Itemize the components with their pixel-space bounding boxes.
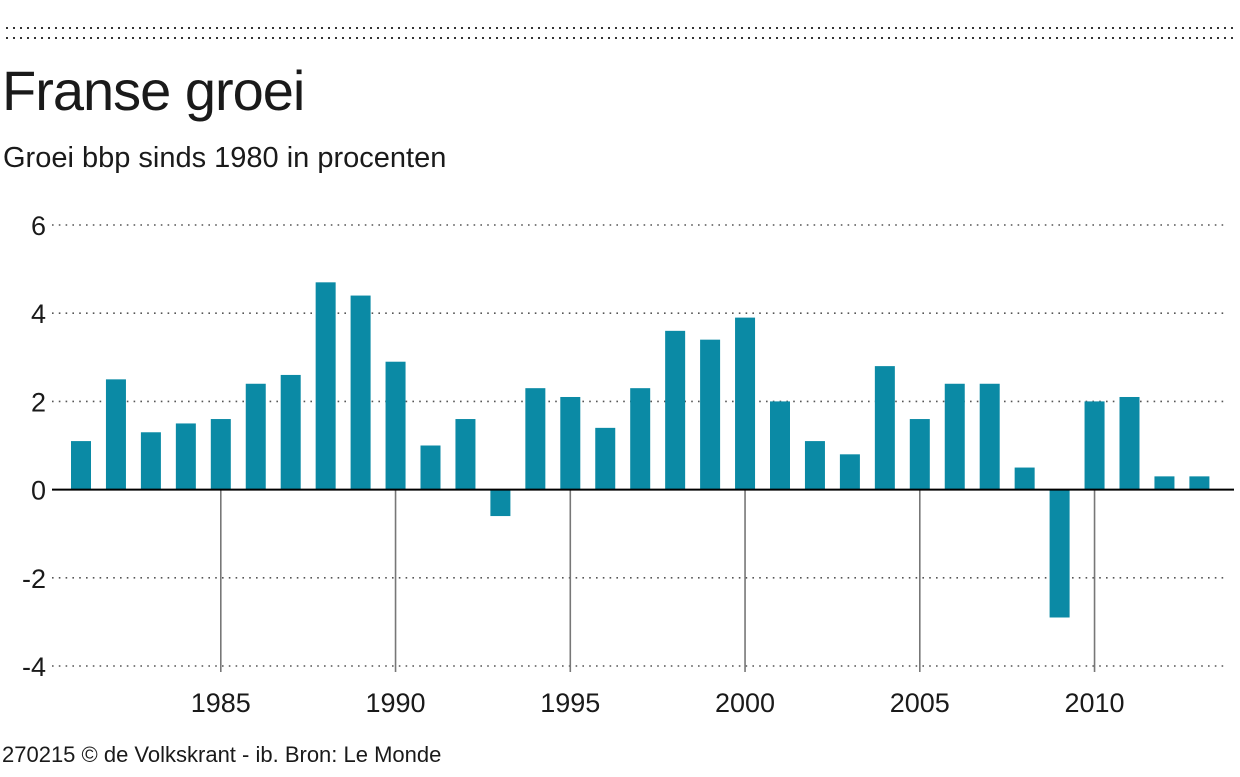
bar-2006	[944, 383, 965, 490]
y-tick-label--2: -2	[22, 564, 46, 594]
y-tick-label--4: -4	[22, 652, 46, 682]
bar-2004	[874, 366, 895, 490]
x-tick-label-2000: 2000	[715, 688, 775, 718]
x-tick-label-1995: 1995	[540, 688, 600, 718]
bar-1984	[175, 423, 196, 490]
bar-1991	[420, 445, 441, 490]
bar-2000	[735, 317, 756, 490]
y-tick-labels: 6 4 2 0 -2 -4	[22, 211, 46, 682]
x-tick-label-2010: 2010	[1065, 688, 1125, 718]
bar-2001	[770, 401, 790, 490]
chart-title: Franse groei	[2, 59, 305, 122]
bar-2010	[1084, 401, 1105, 490]
bar-1999	[700, 339, 721, 490]
source-credit: 270215 © de Volkskrant - ib. Bron: Le Mo…	[2, 742, 442, 767]
x-tick-lines	[220, 489, 1096, 672]
bar-1986	[245, 383, 266, 490]
bar-2013	[1189, 476, 1210, 490]
bar-2011	[1119, 396, 1140, 490]
bar-2009	[1049, 489, 1070, 618]
x-tick-label-1985: 1985	[191, 688, 251, 718]
top-dotted-rule	[6, 27, 1234, 39]
x-tick-label-1990: 1990	[366, 688, 426, 718]
y-tick-label-4: 4	[31, 299, 46, 329]
y-tick-label-2: 2	[31, 387, 46, 417]
bar-2002	[804, 441, 825, 490]
x-tick-label-2005: 2005	[890, 688, 950, 718]
x-tick-labels: 1985 1990 1995 2000 2005 2010	[191, 688, 1125, 718]
y-tick-label-6: 6	[31, 211, 46, 241]
bar-1993	[490, 489, 511, 517]
bar-2005	[909, 419, 930, 490]
bar-1995	[560, 396, 581, 490]
bar-1990	[385, 361, 406, 490]
bar-1997	[630, 388, 651, 490]
bar-1983	[140, 432, 161, 490]
bar-2012	[1154, 476, 1175, 490]
bar-2003	[839, 454, 860, 490]
bar-1987	[280, 374, 301, 490]
bar-1992	[455, 419, 476, 490]
bar-1988	[315, 282, 336, 490]
chart-subtitle: Groei bbp sinds 1980 in procenten	[3, 142, 447, 174]
bar-1989	[350, 295, 371, 490]
bar-1981	[71, 441, 91, 490]
bars	[71, 282, 1210, 618]
bar-2008	[1014, 467, 1035, 490]
gridlines	[52, 224, 1228, 667]
bar-1998	[665, 330, 686, 490]
bar-1994	[525, 388, 546, 490]
bar-1985	[210, 419, 231, 490]
y-tick-label-0: 0	[31, 476, 46, 506]
bar-1982	[105, 379, 126, 490]
bar-1996	[595, 427, 616, 490]
bar-2007	[979, 383, 1000, 490]
bar-chart: 6 4 2 0 -2 -4 1985 1990 1995 2000 2005 2010	[22, 211, 1234, 718]
